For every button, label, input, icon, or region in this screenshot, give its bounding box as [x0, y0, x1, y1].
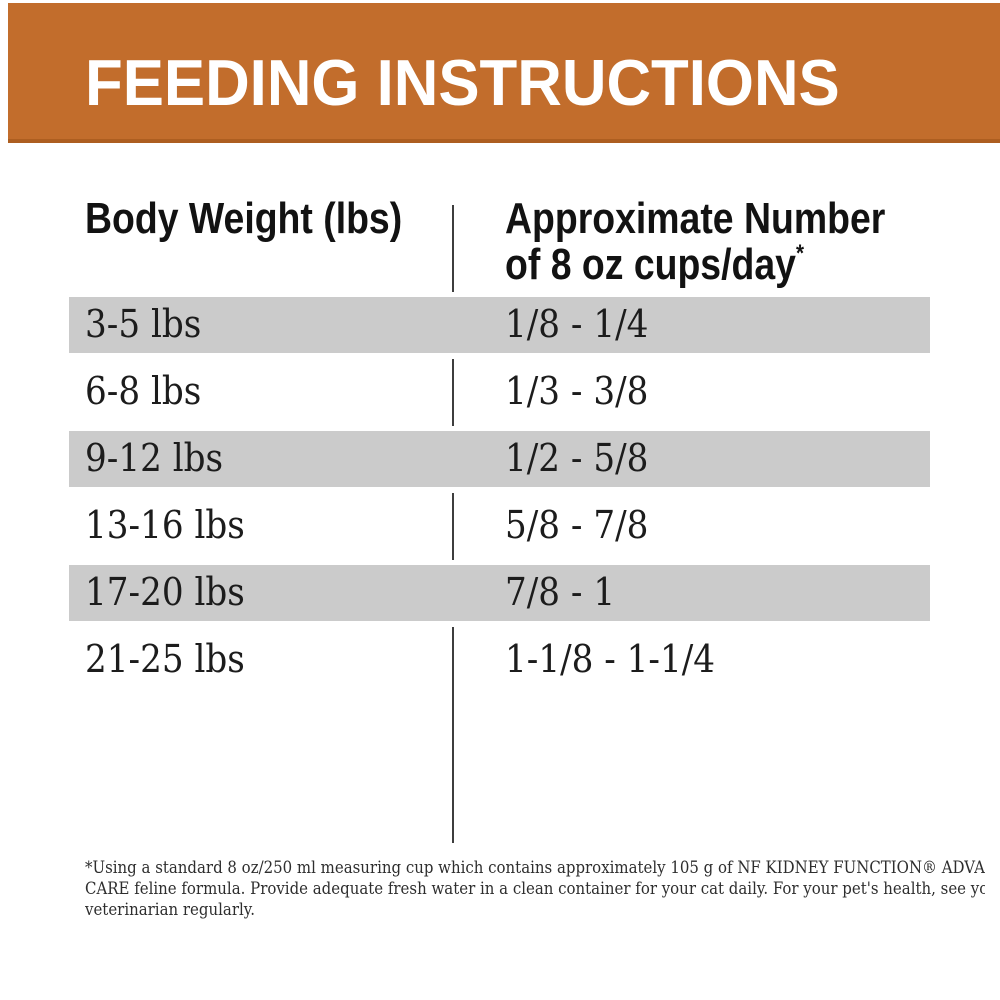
col-header-cups-per-day: Approximate Number of 8 oz cups/day* — [505, 196, 885, 288]
page-title: FEEDING INSTRUCTIONS — [85, 46, 840, 119]
weight-cell: 13-16 lbs — [85, 503, 245, 547]
col-header-cups-line2-text: of 8 oz cups/day — [505, 240, 796, 289]
cups-cell: 5/8 - 7/8 — [505, 503, 649, 547]
footnote-line: *Using a standard 8 oz/250 ml measuring … — [85, 858, 985, 878]
table-rows: 3-5 lbs 1/8 - 1/4 6-8 lbs 1/3 - 3/8 9-12… — [69, 292, 930, 694]
table-row: 9-12 lbs 1/2 - 5/8 — [69, 426, 930, 493]
cups-cell: 1-1/8 - 1-1/4 — [505, 637, 716, 681]
cups-cell: 1/3 - 3/8 — [505, 369, 649, 413]
cups-cell: 1/8 - 1/4 — [505, 302, 649, 346]
footnote-line: CARE feline formula. Provide adequate fr… — [85, 879, 985, 899]
table-row: 6-8 lbs 1/3 - 3/8 — [69, 359, 930, 426]
table-row: 3-5 lbs 1/8 - 1/4 — [69, 292, 930, 359]
footnote-asterisk-marker: * — [795, 240, 804, 267]
table-row: 21-25 lbs 1-1/8 - 1-1/4 — [69, 627, 930, 694]
cups-cell: 1/2 - 5/8 — [505, 436, 649, 480]
footnote-line: veterinarian regularly. — [85, 900, 255, 920]
weight-cell: 17-20 lbs — [85, 570, 245, 614]
weight-cell: 6-8 lbs — [85, 369, 202, 413]
table-row: 13-16 lbs 5/8 - 7/8 — [69, 493, 930, 560]
col-header-cups-line2: of 8 oz cups/day* — [505, 240, 885, 289]
weight-cell: 21-25 lbs — [85, 637, 245, 681]
feeding-table: Body Weight (lbs) Approximate Number of … — [69, 194, 930, 843]
weight-cell: 3-5 lbs — [85, 302, 202, 346]
banner: FEEDING INSTRUCTIONS — [8, 3, 1000, 143]
table-row: 17-20 lbs 7/8 - 1 — [69, 560, 930, 627]
col-header-cups-line1: Approximate Number — [505, 194, 886, 243]
column-divider-line — [452, 205, 454, 843]
footnote: *Using a standard 8 oz/250 ml measuring … — [85, 858, 985, 920]
col-header-body-weight: Body Weight (lbs) — [85, 194, 403, 243]
weight-cell: 9-12 lbs — [85, 436, 224, 480]
cups-cell: 7/8 - 1 — [505, 570, 616, 614]
